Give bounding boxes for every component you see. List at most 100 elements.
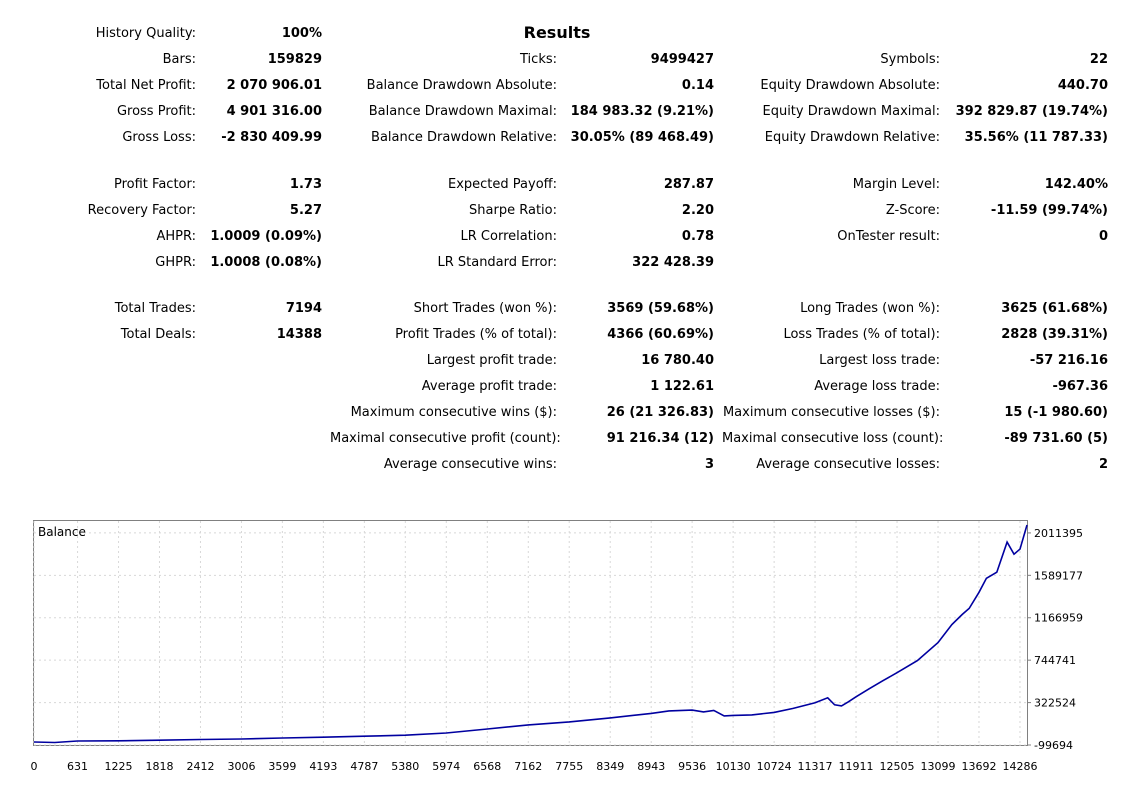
maximal-consecutive-loss-count-value: -89 731.60 (5)	[1004, 431, 1108, 446]
x-tick-label: 631	[67, 760, 88, 773]
report-title: Results	[523, 23, 591, 42]
x-tick-label: 14286	[1002, 760, 1037, 773]
z-score-label: Z-Score:	[885, 203, 940, 218]
equity-drawdown-relative-value: 35.56% (11 787.33)	[964, 130, 1108, 145]
loss-trades-of-total-label: Loss Trades (% of total):	[783, 327, 940, 342]
ontester-result-label: OnTester result:	[837, 229, 940, 244]
ahpr-label: AHPR:	[156, 229, 196, 244]
gross-profit-label: Gross Profit:	[116, 104, 196, 119]
average-loss-trade-label: Average loss trade:	[814, 379, 940, 394]
margin-level-value: 142.40%	[1044, 177, 1108, 192]
x-tick-label: 4787	[350, 760, 378, 773]
x-tick-label: 3599	[268, 760, 296, 773]
balance-chart-svg: 0 631 1225 1818 2412 3006 3599 4193 4787 5380 5974…	[31, 520, 1083, 773]
largest-profit-trade-value: 16 780.40	[641, 353, 714, 368]
ghpr-value: 1.0008 (0.08%)	[210, 255, 322, 270]
maximal-consecutive-profit-count-value: 91 216.34 (12)	[606, 431, 714, 446]
balance-drawdown-absolute-label: Balance Drawdown Absolute:	[366, 78, 557, 93]
balance-drawdown-maximal-value: 184 983.32 (9.21%)	[570, 104, 714, 119]
x-tick-label: 11317	[798, 760, 833, 773]
maximum-consecutive-losses-label: Maximum consecutive losses ($):	[722, 405, 940, 420]
maximal-consecutive-profit-count-label: Maximal consecutive profit (count):	[330, 431, 561, 446]
maximum-consecutive-wins-value: 26 (21 326.83)	[606, 405, 714, 420]
ticks-value: 9499427	[650, 52, 714, 67]
recovery-factor-value: 5.27	[289, 203, 322, 218]
x-tick-label: 0	[31, 760, 38, 773]
total-net-profit-value: 2 070 906.01	[226, 78, 322, 93]
profit-factor-value: 1.73	[289, 177, 322, 192]
sharpe-ratio-label: Sharpe Ratio:	[469, 203, 557, 218]
average-consecutive-wins-value: 3	[704, 457, 714, 472]
average-consecutive-losses-label: Average consecutive losses:	[756, 457, 940, 472]
x-tick-label: 1225	[105, 760, 133, 773]
long-trades-won-value: 3625 (61.68%)	[1001, 301, 1108, 316]
lr-standard-error-label: LR Standard Error:	[437, 255, 557, 270]
equity-drawdown-maximal-value: 392 829.87 (19.74%)	[955, 104, 1108, 119]
y-tick-label: 744741	[1034, 654, 1076, 667]
symbols-value: 22	[1089, 52, 1108, 67]
y-tick-label: 1589177	[1034, 569, 1083, 582]
expected-payoff-label: Expected Payoff:	[448, 177, 557, 192]
total-deals-value: 14388	[276, 327, 322, 342]
equity-drawdown-absolute-value: 440.70	[1057, 78, 1108, 93]
equity-drawdown-absolute-label: Equity Drawdown Absolute:	[760, 78, 940, 93]
x-tick-label: 7162	[514, 760, 542, 773]
history-quality-label: History Quality:	[95, 26, 196, 41]
y-tick-label: 1166959	[1034, 612, 1083, 625]
short-trades-won-label: Short Trades (won %):	[413, 301, 557, 316]
ticks-label: Ticks:	[520, 52, 557, 67]
x-tick-label: 13692	[961, 760, 996, 773]
loss-trades-of-total-value: 2828 (39.31%)	[1001, 327, 1108, 342]
gross-profit-value: 4 901 316.00	[226, 104, 322, 119]
plot-area	[33, 520, 1028, 746]
average-profit-trade-label: Average profit trade:	[421, 379, 557, 394]
equity-drawdown-maximal-label: Equity Drawdown Maximal:	[762, 104, 940, 119]
profit-trades-of-total-label: Profit Trades (% of total):	[395, 327, 557, 342]
bars-value: 159829	[267, 52, 322, 67]
ontester-result-value: 0	[1098, 229, 1108, 244]
ahpr-value: 1.0009 (0.09%)	[210, 229, 322, 244]
balance-drawdown-relative-value: 30.05% (89 468.49)	[570, 130, 714, 145]
sharpe-ratio-value: 2.20	[681, 203, 714, 218]
z-score-value: -11.59 (99.74%)	[990, 203, 1108, 218]
x-tick-label: 2412	[186, 760, 214, 773]
expected-payoff-value: 287.87	[663, 177, 714, 192]
x-tick-label: 9536	[678, 760, 706, 773]
x-tick-label: 8349	[596, 760, 624, 773]
x-tick-label: 4193	[309, 760, 337, 773]
balance-line	[33, 524, 1028, 744]
y-tick-label: 322524	[1034, 697, 1076, 710]
total-deals-label: Total Deals:	[120, 327, 196, 342]
x-tick-label: 8943	[637, 760, 665, 773]
maximal-consecutive-loss-count-label: Maximal consecutive loss (count):	[722, 431, 944, 446]
average-loss-trade-value: -967.36	[1052, 379, 1108, 394]
long-trades-won-label: Long Trades (won %):	[800, 301, 940, 316]
x-tick-label: 3006	[227, 760, 255, 773]
maximum-consecutive-wins-label: Maximum consecutive wins ($):	[350, 405, 557, 420]
largest-profit-trade-label: Largest profit trade:	[426, 353, 557, 368]
y-tick-label: -99694	[1034, 739, 1073, 752]
average-profit-trade-value: 1 122.61	[650, 379, 714, 394]
balance-chart: 0 631 1225 1818 2412 3006 3599 4193 4787 5380 5974…	[0, 518, 1144, 800]
gross-loss-value: -2 830 409.99	[221, 130, 322, 145]
average-consecutive-wins-label: Average consecutive wins:	[383, 457, 557, 472]
total-net-profit-label: Total Net Profit:	[96, 78, 196, 93]
chart-title: Balance	[38, 525, 86, 539]
recovery-factor-label: Recovery Factor:	[87, 203, 196, 218]
y-tick-label: 2011395	[1034, 527, 1083, 540]
largest-loss-trade-label: Largest loss trade:	[819, 353, 940, 368]
lr-standard-error-value: 322 428.39	[632, 255, 714, 270]
x-tick-label: 10724	[757, 760, 792, 773]
x-tick-label: 10130	[716, 760, 751, 773]
balance-drawdown-absolute-value: 0.14	[681, 78, 714, 93]
balance-drawdown-relative-label: Balance Drawdown Relative:	[371, 130, 557, 145]
ghpr-label: GHPR:	[155, 255, 196, 270]
average-consecutive-losses-value: 2	[1098, 457, 1108, 472]
x-tick-label: 13099	[921, 760, 956, 773]
lr-correlation-label: LR Correlation:	[460, 229, 557, 244]
short-trades-won-value: 3569 (59.68%)	[607, 301, 714, 316]
maximum-consecutive-losses-value: 15 (-1 980.60)	[1004, 405, 1108, 420]
bars-label: Bars:	[162, 52, 196, 67]
history-quality-value: 100%	[281, 26, 322, 41]
gross-loss-label: Gross Loss:	[122, 130, 196, 145]
